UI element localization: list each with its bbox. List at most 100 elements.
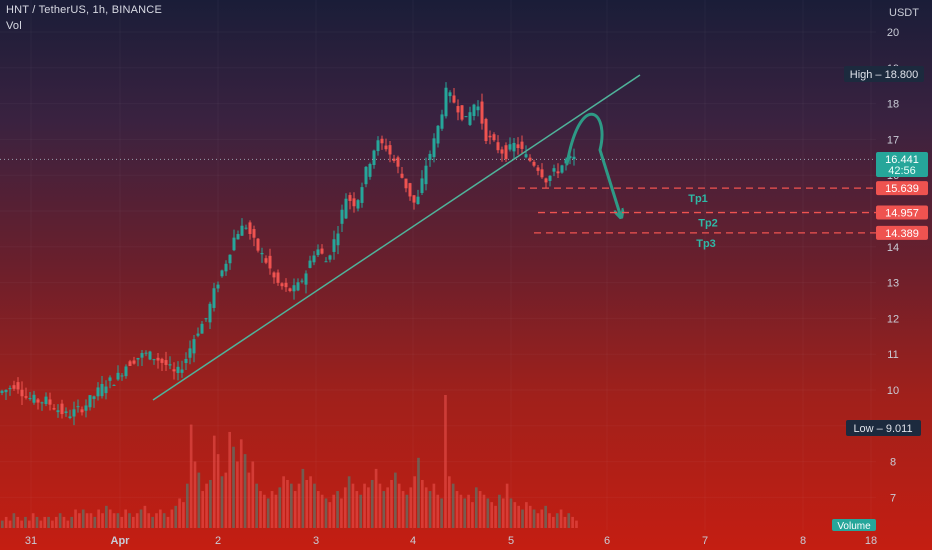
volume-bar — [158, 509, 162, 528]
volume-bar — [112, 513, 116, 528]
volume-bar — [239, 439, 243, 528]
currency-label: USDT — [889, 7, 919, 19]
candle-body — [68, 416, 72, 419]
candle-body — [320, 248, 324, 254]
candle-body — [276, 272, 280, 283]
volume-bar — [336, 491, 339, 528]
volume-bar — [424, 487, 428, 528]
candle-body — [548, 175, 552, 181]
volume-bar — [135, 513, 139, 528]
current-price-tag: 16.441 42:56 — [876, 152, 928, 177]
candle-body — [452, 95, 456, 103]
volume-bar — [459, 494, 463, 528]
volume-bar — [182, 502, 185, 528]
candle-body — [96, 387, 100, 397]
candle-body — [328, 255, 332, 260]
time-axis[interactable]: 31 Apr 2 3 4 5 6 7 8 18 — [25, 535, 877, 547]
candle-body — [32, 394, 36, 403]
volume-bar — [78, 513, 81, 528]
candle-body — [356, 200, 360, 209]
volume-bar — [517, 505, 520, 528]
volume-bar — [209, 479, 212, 528]
candle-body — [56, 410, 60, 413]
candle-body — [332, 239, 336, 252]
time-tick-label: 3 — [313, 535, 319, 547]
price-tick-label: 11 — [887, 349, 898, 361]
candle-body — [108, 377, 112, 381]
price-tick-label: 8 — [890, 457, 896, 469]
candle-body — [568, 156, 572, 159]
volume-bar — [521, 509, 524, 528]
volume-bar — [390, 479, 393, 528]
candle-body — [88, 395, 92, 408]
volume-bar — [35, 516, 39, 528]
candle-body — [480, 101, 484, 124]
candle-body — [412, 195, 416, 203]
volume-bar — [374, 468, 378, 528]
projection-arrow[interactable] — [565, 112, 620, 214]
candle-body — [400, 173, 404, 178]
candle-body — [40, 402, 44, 404]
candle-body — [104, 386, 108, 394]
tp2-price-value: 14.957 — [885, 208, 919, 220]
candle-body — [52, 408, 56, 410]
candles — [0, 82, 576, 426]
candle-body — [508, 144, 512, 150]
volume-bar — [1, 520, 4, 528]
candle-body — [528, 157, 532, 161]
volume-bar — [66, 520, 70, 528]
candle-body — [572, 156, 576, 160]
volume-bar — [247, 472, 251, 528]
volume-bar — [81, 509, 85, 528]
time-tick-label: 4 — [410, 535, 416, 547]
candle-body — [456, 106, 460, 113]
volume-bar — [147, 513, 151, 528]
volume-bar — [394, 472, 397, 528]
candle-body — [316, 249, 320, 256]
candle-body — [4, 389, 8, 393]
time-tick-label: 7 — [702, 535, 708, 547]
volume-bar — [151, 516, 154, 528]
price-tick-label: 17 — [887, 134, 899, 146]
candle-body — [488, 135, 492, 138]
candle-body — [444, 87, 448, 117]
volume-bar — [478, 491, 482, 528]
volume-bar — [89, 513, 93, 528]
candle-body — [128, 361, 132, 366]
candle-body — [28, 398, 32, 400]
time-tick-label: 31 — [25, 535, 37, 547]
volume-bar — [139, 509, 143, 528]
volume-bar — [39, 520, 43, 528]
candle-body — [504, 145, 508, 160]
tp1-price-value: 15.639 — [885, 183, 919, 195]
candle-body — [280, 283, 284, 287]
candle-body — [232, 237, 236, 251]
volume-bar — [309, 476, 312, 528]
volume-bar — [532, 509, 536, 528]
time-tick-label: 2 — [215, 535, 221, 547]
volume-bar — [8, 520, 12, 528]
volume-bar — [31, 513, 35, 528]
candle-body — [132, 360, 136, 364]
price-axis[interactable]: 2019181716151413121110987 — [887, 27, 899, 504]
volume-bar — [101, 513, 104, 528]
volume-bar — [444, 395, 447, 528]
candle-body — [0, 390, 4, 393]
volume-bar — [363, 483, 366, 528]
time-tick-label: 5 — [508, 535, 514, 547]
candle-body — [516, 144, 520, 149]
candle-body — [532, 161, 536, 166]
volume-bar — [143, 505, 147, 528]
volume-bar — [293, 491, 297, 528]
candle-body — [432, 138, 436, 158]
candle-body — [364, 166, 368, 185]
volume-bar — [316, 491, 320, 528]
candle-body — [140, 353, 144, 358]
candle-body — [76, 406, 80, 408]
volume-bar — [266, 498, 270, 528]
trendline[interactable] — [152, 74, 641, 401]
volume-bar — [544, 505, 547, 528]
volume-tag: Volume — [832, 519, 876, 532]
volume-bar — [367, 487, 370, 528]
